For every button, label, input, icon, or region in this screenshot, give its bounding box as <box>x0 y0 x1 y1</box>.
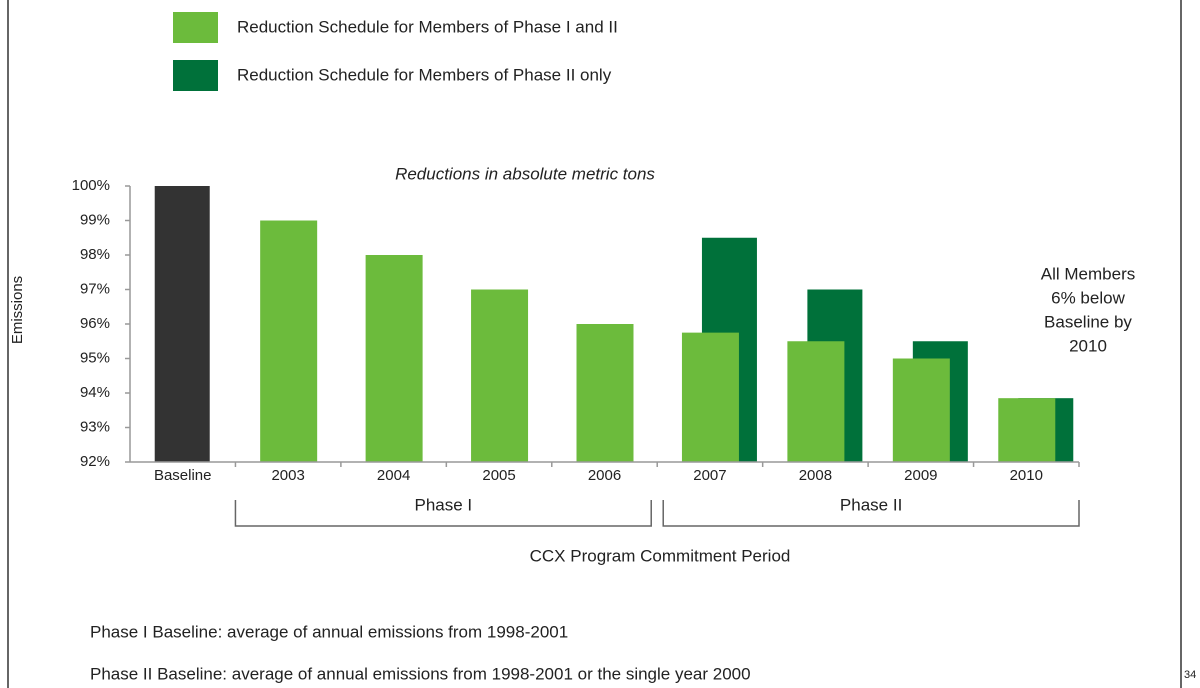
chart-subtitle: Reductions in absolute metric tons <box>395 164 655 183</box>
bar <box>260 220 318 462</box>
y-tick-label: 92% <box>80 453 110 470</box>
bar <box>365 255 423 462</box>
phase-bracket <box>662 500 1080 527</box>
page-number: 34 <box>1184 669 1196 681</box>
x-tick-label: 2004 <box>377 467 410 484</box>
legend-label: Reduction Schedule for Members of Phase … <box>237 17 618 36</box>
x-tick-label: 2008 <box>799 467 832 484</box>
legend-swatch <box>173 12 218 43</box>
annotation: Baseline by <box>1044 312 1132 331</box>
y-tick-label: 97% <box>80 280 110 297</box>
footnote: Phase II Baseline: average of annual emi… <box>90 664 751 683</box>
footnote: Phase I Baseline: average of annual emis… <box>90 622 568 641</box>
y-tick-label: 93% <box>80 418 110 435</box>
annotation: All Members <box>1041 264 1135 283</box>
x-tick-label: 2007 <box>693 467 726 484</box>
x-tick-label: 2006 <box>588 467 621 484</box>
x-tick-label: Baseline <box>154 467 212 484</box>
annotation: 6% below <box>1051 288 1125 307</box>
baseline-bar <box>154 186 210 462</box>
frame <box>7 0 1182 688</box>
x-tick-label: 2003 <box>271 467 304 484</box>
bar <box>471 289 529 462</box>
x-tick-label: 2010 <box>1010 467 1043 484</box>
legend-label: Reduction Schedule for Members of Phase … <box>237 65 612 84</box>
annotation: 2010 <box>1069 336 1107 355</box>
period-label: CCX Program Commitment Period <box>530 546 791 565</box>
legend-swatch <box>173 60 218 91</box>
y-tick-label: 98% <box>80 246 110 263</box>
y-tick-label: 100% <box>72 177 110 194</box>
y-tick-label: 96% <box>80 315 110 332</box>
y-tick-label: 95% <box>80 349 110 366</box>
phase-bracket <box>234 500 652 527</box>
bar <box>892 358 950 462</box>
x-tick-label: 2009 <box>904 467 937 484</box>
y-tick-label: 94% <box>80 384 110 401</box>
y-axis-label: Emissions <box>9 276 26 344</box>
bar <box>681 332 739 462</box>
bar <box>998 398 1056 462</box>
y-tick-label: 99% <box>80 211 110 228</box>
x-tick-label: 2005 <box>482 467 515 484</box>
bar <box>576 324 634 462</box>
phase-label: Phase II <box>840 495 902 514</box>
bar <box>787 341 845 462</box>
phase-label: Phase I <box>415 495 473 514</box>
